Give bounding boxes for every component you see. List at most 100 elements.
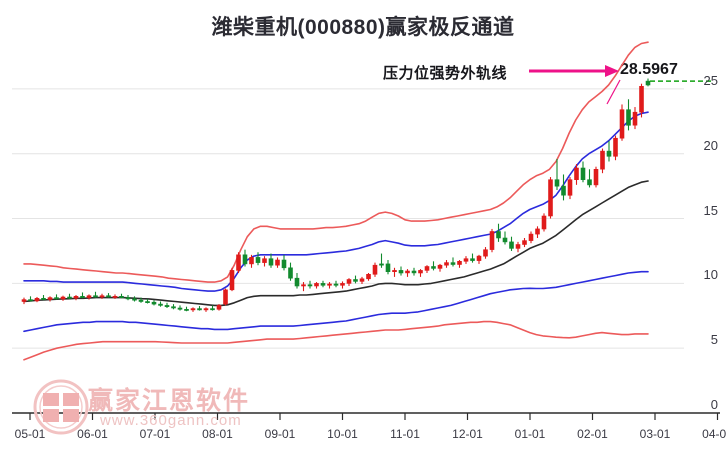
candle-body	[177, 307, 183, 310]
candle-body	[450, 262, 456, 265]
candle-body	[164, 305, 170, 307]
candle-body	[359, 278, 365, 282]
candle-body	[60, 296, 66, 300]
candle-body	[125, 297, 131, 300]
candle-body	[639, 86, 644, 113]
candle-body	[522, 240, 527, 245]
x-axis-tick-label: 07-01	[139, 427, 171, 441]
x-axis-tick-label: 12-01	[452, 427, 483, 441]
candle-body	[587, 179, 592, 186]
candle-body	[457, 260, 462, 265]
candle-body	[411, 270, 417, 274]
candle-body	[86, 295, 92, 298]
candle-body	[301, 284, 306, 287]
candle-body	[366, 273, 371, 280]
candle-body	[561, 185, 566, 196]
candle-body	[80, 295, 85, 298]
candle-body	[392, 270, 397, 272]
y-axis-tick-label: 25	[703, 72, 718, 88]
candle-body	[21, 299, 27, 302]
candle-body	[99, 295, 105, 298]
x-axis-tick-label: 06-01	[77, 427, 108, 441]
candle-body	[93, 295, 98, 298]
x-axis-tick-label: 04-01	[702, 427, 726, 441]
candle-body	[600, 150, 605, 170]
candle-body	[320, 283, 326, 286]
page-title: 潍柴重机(000880)赢家极反通道	[211, 16, 515, 39]
candle-body	[67, 296, 72, 299]
resistance-annotation-value: 28.5967	[620, 61, 678, 78]
candle-body	[528, 233, 534, 241]
candle-body	[632, 111, 638, 126]
candle-body	[249, 257, 254, 265]
x-axis-tick-label: 10-01	[327, 427, 358, 441]
candle-body	[593, 169, 599, 186]
candle-body	[119, 295, 124, 298]
candle-body	[151, 301, 157, 305]
x-axis-tick-label: 08-01	[202, 427, 233, 441]
y-axis-tick-label: 20	[703, 137, 718, 153]
channel-band-line	[23, 270, 649, 333]
candle-body	[437, 264, 443, 269]
candle-body	[470, 258, 475, 261]
candle-body	[483, 249, 488, 257]
x-axis-tick-label: 02-01	[577, 427, 608, 441]
candle-body	[626, 109, 631, 126]
candle-body	[580, 167, 586, 180]
y-axis-tick-label: 0	[710, 397, 718, 412]
candle-body	[444, 262, 449, 266]
candle-body	[340, 283, 345, 286]
candle-body	[346, 279, 352, 284]
candle-body	[619, 109, 625, 139]
candle-body	[54, 297, 59, 300]
channel-band-line	[23, 41, 649, 283]
candle-body	[327, 283, 332, 286]
x-axis-tick-label: 03-01	[639, 427, 671, 441]
candle-body	[34, 297, 40, 302]
candle-body	[333, 283, 339, 286]
x-axis-tick-label: 09-01	[264, 427, 296, 441]
candle-body	[190, 308, 196, 311]
candle-body	[275, 259, 280, 266]
candle-body	[645, 80, 651, 86]
y-axis-tick-label: 5	[710, 332, 718, 348]
candle-body	[171, 306, 176, 309]
candle-body	[424, 266, 430, 271]
resistance-annotation-label: 压力位强势外轨线	[383, 65, 508, 82]
candle-body	[288, 267, 293, 279]
candle-body	[567, 179, 573, 196]
candle-body	[431, 266, 436, 269]
candle-body	[496, 231, 501, 239]
candle-body	[405, 270, 410, 274]
x-axis-tick-label: 01-01	[514, 427, 546, 441]
candle-body	[372, 264, 378, 275]
candle-body	[307, 284, 313, 287]
candle-body	[613, 137, 618, 157]
y-axis-tick-label: 10	[703, 267, 718, 283]
candle-body	[489, 231, 495, 250]
candle-body	[41, 297, 46, 300]
candle-body	[606, 150, 612, 157]
candle-body	[574, 167, 579, 180]
candle-body	[236, 254, 241, 271]
candle-body	[145, 301, 150, 304]
x-axis-tick-label: 11-01	[390, 427, 420, 441]
x-axis-tick-label: 05-01	[14, 427, 46, 441]
candle-body	[223, 289, 228, 305]
candle-body	[541, 215, 547, 230]
candle-body	[463, 258, 469, 262]
candle-body	[268, 258, 274, 266]
y-axis-tick-label: 15	[703, 202, 718, 218]
candle-body	[242, 254, 248, 265]
channel-band-line	[23, 320, 649, 361]
candle-body	[281, 259, 287, 269]
candle-body	[418, 270, 423, 274]
candle-body	[73, 295, 79, 299]
candle-body	[379, 263, 384, 266]
candle-body	[203, 308, 209, 311]
candle-body	[197, 308, 202, 311]
candle-body	[184, 308, 189, 311]
candle-body	[138, 299, 144, 302]
